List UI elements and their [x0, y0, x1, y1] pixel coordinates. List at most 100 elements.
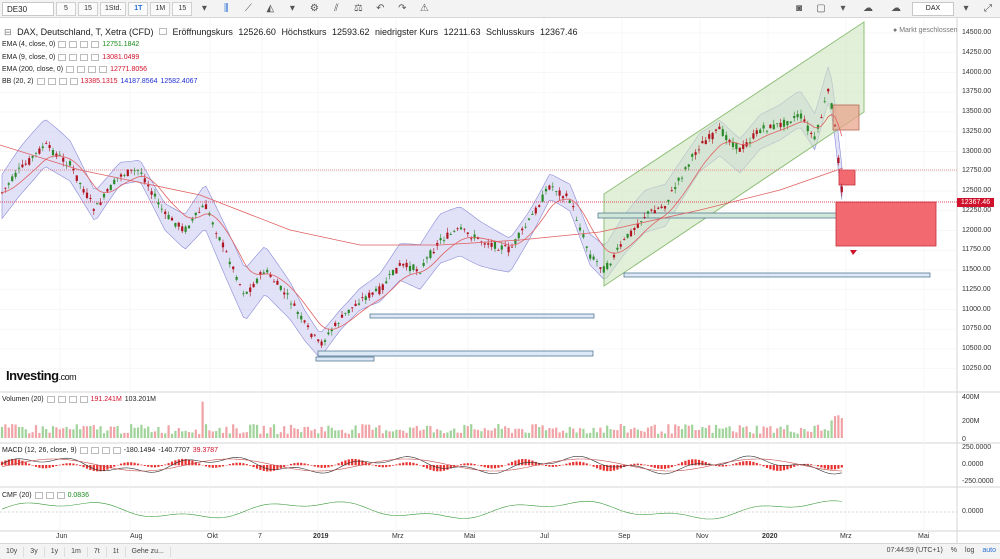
volume-bar — [317, 433, 320, 438]
goto-date[interactable]: Gehe zu... — [126, 546, 171, 557]
compare-icon[interactable]: ⚖ — [353, 2, 363, 14]
candle-body — [626, 233, 629, 238]
macd-histogram-bar — [810, 464, 813, 466]
macd-histogram-bar — [276, 465, 279, 470]
candle-body — [636, 223, 639, 228]
gap-zone-small[interactable] — [838, 169, 856, 186]
support-zone-1[interactable] — [315, 356, 375, 362]
candle-body — [153, 193, 157, 197]
macd-histogram-bar — [191, 460, 194, 466]
ema4-legend[interactable]: EMA (4, close, 0) 12751.1842 — [2, 41, 140, 48]
macd-histogram-bar — [242, 463, 245, 466]
auto-toggle[interactable]: auto — [982, 547, 996, 554]
range-1y[interactable]: 1y — [45, 546, 66, 557]
range-7d[interactable]: 7t — [88, 546, 107, 557]
chevron-down-icon[interactable]: ▾ — [963, 3, 969, 14]
camera-icon[interactable]: ◙ — [795, 3, 803, 14]
settings-box[interactable] — [158, 28, 167, 35]
index-selector[interactable]: DAX — [912, 2, 954, 16]
gap-zone-large[interactable] — [835, 201, 937, 247]
area-chart-icon[interactable]: ◭ — [266, 2, 275, 14]
volume-bar — [765, 427, 769, 438]
volume-bar — [769, 426, 772, 438]
fullscreen-icon[interactable]: ⤢ — [984, 3, 992, 14]
macd-histogram-bar — [289, 463, 293, 466]
gear-icon[interactable]: ⚙ — [309, 2, 319, 14]
macd-histogram-bar — [772, 465, 775, 471]
cloud-load-icon[interactable]: ☁ — [863, 3, 873, 14]
volume-bar — [208, 430, 211, 438]
alert-icon[interactable]: ⚠ — [419, 2, 429, 14]
trend-channel[interactable] — [603, 21, 865, 287]
interval-5-button[interactable]: 5 — [56, 1, 76, 16]
candle-body — [827, 88, 830, 92]
undo-icon[interactable]: ↶ — [376, 2, 385, 14]
interval-1d-button[interactable]: 1T — [128, 1, 149, 16]
toolbar: DE30 5 15 1Std. 1T 1M 15 ▾ ⫼ ⟋ ◭ ▾ ⚙ ⫽ ⚖… — [0, 0, 1000, 18]
macd-histogram-bar — [303, 463, 306, 466]
macd-histogram-bar — [769, 465, 772, 470]
volume-bar — [786, 424, 789, 438]
interval-15-button[interactable]: 15 — [78, 1, 98, 16]
candle-body — [782, 119, 786, 127]
candle-body — [704, 140, 707, 145]
range-1m[interactable]: 1m — [65, 546, 88, 557]
support-zone-5[interactable] — [597, 212, 871, 219]
volume-bar — [65, 426, 68, 438]
percent-toggle[interactable]: % — [950, 547, 958, 554]
ema9-line — [1, 114, 843, 330]
line-chart-icon[interactable]: ⟋ — [244, 2, 252, 14]
interval-1m-button[interactable]: 1M — [150, 1, 171, 16]
interval-custom-button[interactable]: 15 — [172, 1, 193, 16]
cloud-save-icon[interactable]: ☁ — [891, 3, 901, 14]
support-zone-3[interactable] — [369, 313, 595, 319]
ema9-legend[interactable]: EMA (9, close, 0) 13081.0499 — [2, 54, 140, 61]
resistance-zone[interactable] — [832, 104, 860, 131]
volume-bar — [157, 427, 160, 438]
candle-body — [561, 196, 565, 199]
bb-legend[interactable]: BB (20, 2) 13385.1315 14187.8564 12582.4… — [2, 78, 198, 85]
macd-histogram-bar — [85, 465, 89, 469]
redo-icon[interactable]: ↷ — [398, 2, 407, 14]
candle-body — [28, 158, 31, 165]
candle-body — [793, 116, 796, 118]
macd-histogram-bar — [704, 462, 707, 466]
candle-body — [786, 120, 789, 126]
range-3y[interactable]: 3y — [24, 546, 45, 557]
candle-body — [215, 233, 218, 235]
candle-body — [357, 303, 361, 305]
range-1d[interactable]: 1t — [107, 546, 126, 557]
macd-histogram-bar — [755, 462, 758, 466]
chevron-down-icon[interactable]: ▾ — [201, 2, 207, 14]
macd-histogram-bar — [385, 465, 388, 468]
moving-averages — [0, 114, 844, 330]
volume-bar — [126, 432, 129, 438]
cmf-legend[interactable]: CMF (20) 0.0836 — [2, 492, 89, 499]
symbol-input[interactable]: DE30 — [2, 1, 54, 16]
layout-icon[interactable]: ▢ — [816, 3, 826, 14]
macd-legend[interactable]: MACD (12, 26, close, 9) -180.1494 -140.7… — [2, 447, 219, 454]
candle-body — [432, 251, 435, 254]
candle-body — [106, 189, 109, 192]
range-10y[interactable]: 10y — [0, 546, 25, 557]
interval-1h-button[interactable]: 1Std. — [100, 1, 127, 16]
chevron-down-icon[interactable]: ▾ — [840, 3, 846, 14]
candle-body — [334, 322, 337, 326]
chevron-down-icon[interactable]: ▾ — [289, 2, 295, 14]
indicators-icon[interactable]: ⫽ — [334, 2, 339, 14]
volume-legend[interactable]: Volumen (20) 191.241M 103.201M — [2, 396, 156, 403]
volume-bar — [388, 431, 391, 438]
drawing-zones[interactable] — [315, 21, 937, 362]
macd-histogram-bar — [463, 463, 466, 466]
support-zone-4[interactable] — [623, 272, 931, 278]
macd-histogram-bar — [354, 458, 357, 466]
candle-body — [657, 207, 660, 209]
ema200-legend[interactable]: EMA (200, close, 0) 12771.8056 — [2, 66, 148, 73]
candlestick-icon[interactable]: ⫼ — [224, 2, 229, 14]
log-toggle[interactable]: log — [965, 547, 975, 554]
volume-bar — [357, 433, 361, 438]
support-zone-2[interactable] — [317, 350, 594, 357]
candle-body — [72, 168, 75, 171]
macd-histogram-bar — [45, 465, 48, 469]
